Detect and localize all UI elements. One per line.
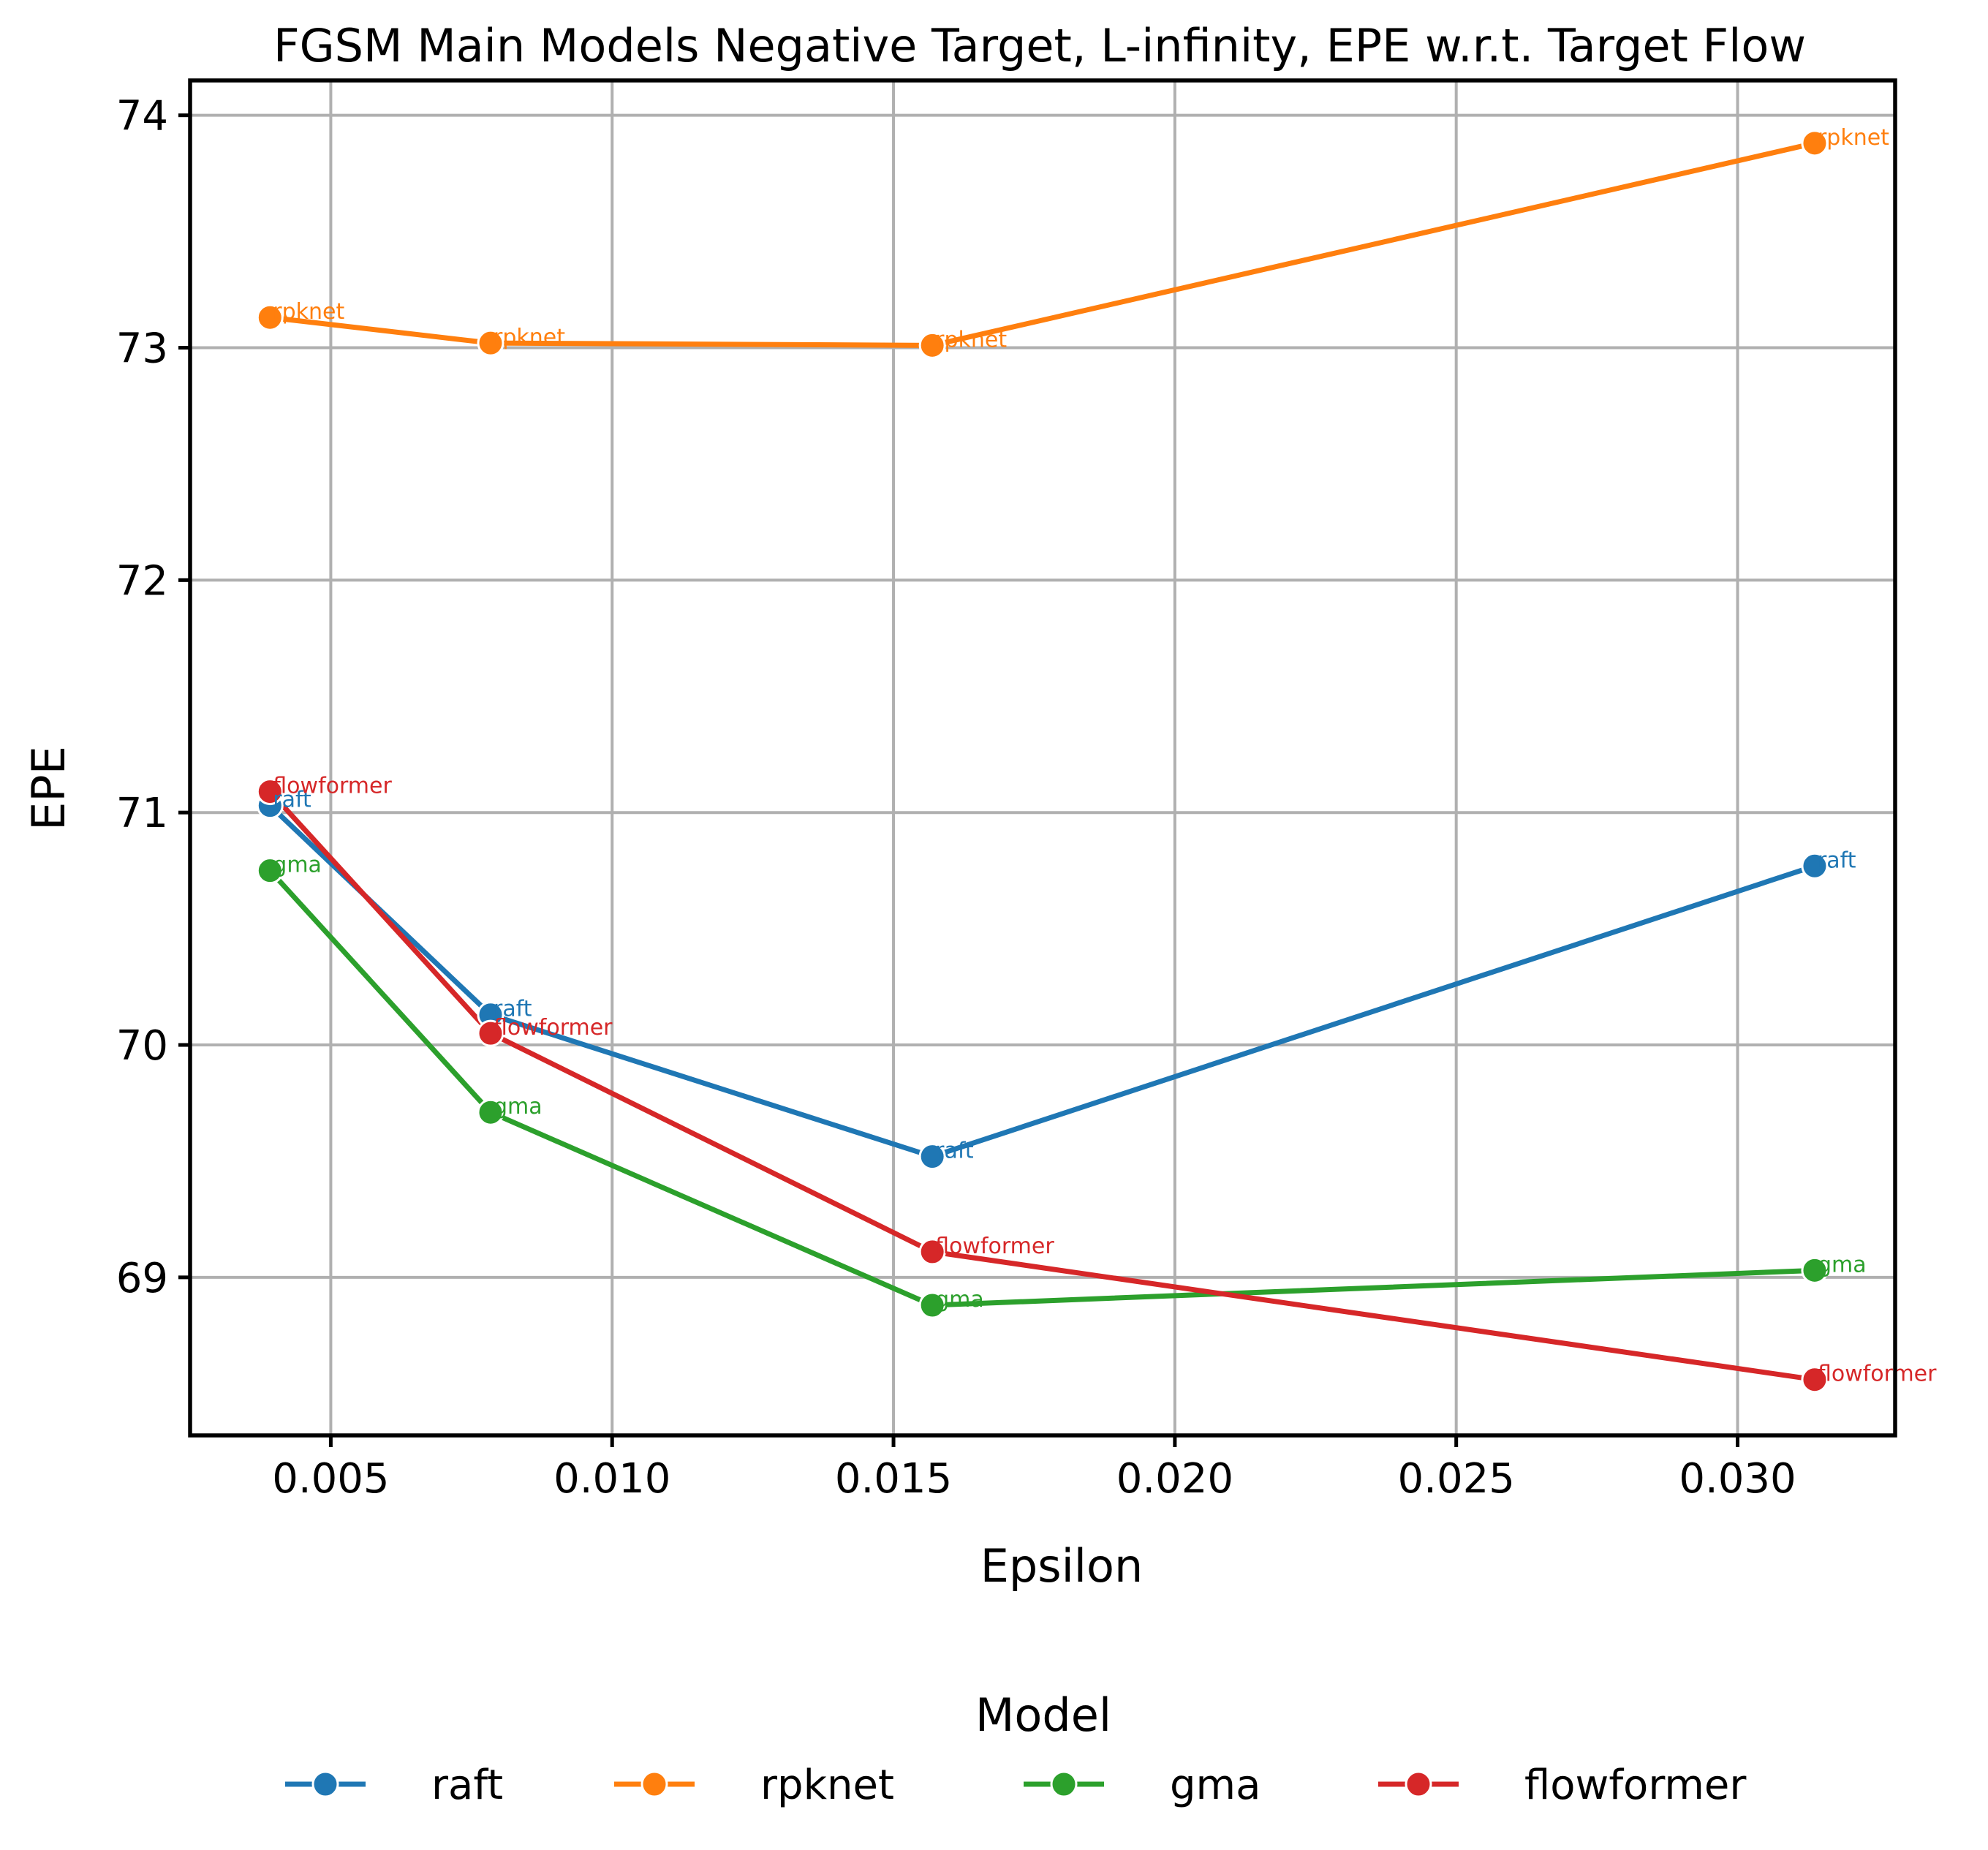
y-axis-label: EPE [22,746,75,831]
data-label-flowformer: flowformer [935,1234,1054,1259]
series-line-rpknet [267,140,1818,348]
data-label-rpknet: rpknet [273,299,344,325]
y-tick-label: 74 [116,93,168,140]
series-line-gma [267,868,1818,1308]
x-axis-label: Epsilon [980,1539,1144,1593]
data-point-raft [1801,852,1829,880]
data-label-flowformer: flowformer [1818,1362,1937,1387]
legend-items: raft rpknet gma flowformer [285,1762,1747,1809]
y-tick-label: 72 [116,557,168,605]
data-label-gma: gma [494,1094,543,1120]
legend-swatch-marker [1405,1770,1432,1798]
series-layer [256,129,1829,1394]
data-point-gma [477,1098,504,1126]
data-label-raft: raft [494,997,532,1022]
data-label-rpknet: rpknet [1818,125,1889,151]
data-label-gma: gma [1818,1252,1867,1277]
legend-label-gma: gma [1170,1762,1261,1809]
data-point-rpknet [918,331,946,359]
data-point-gma [256,857,284,885]
x-tick-label: 0.010 [553,1455,670,1503]
series-line-flowformer [267,789,1818,1383]
axis-ticks: 0.005 0.010 0.015 0.020 0.025 0.030 69 70 71 72 73… [116,93,1796,1503]
data-point-flowformer [918,1238,946,1266]
x-tick-label: 0.020 [1116,1455,1233,1503]
y-tick-label: 71 [116,790,168,837]
data-label-raft: raft [1818,847,1856,873]
x-tick-label: 0.030 [1679,1455,1796,1503]
legend-swatch-marker [640,1770,668,1798]
legend-swatch-marker [311,1770,339,1798]
x-tick-label: 0.015 [835,1455,952,1503]
legend-label-rpknet: rpknet [760,1762,894,1809]
x-tick-label: 0.005 [272,1455,389,1503]
data-label-rpknet: rpknet [935,327,1007,352]
data-point-rpknet [256,303,284,331]
data-point-raft [918,1143,946,1171]
data-label-rpknet: rpknet [494,325,565,350]
data-point-gma [1801,1256,1829,1284]
legend-swatch-marker [1050,1770,1078,1798]
data-point-gma [918,1291,946,1319]
data-point-flowformer [256,778,284,806]
x-tick-label: 0.025 [1398,1455,1515,1503]
data-point-rpknet [477,329,504,357]
data-label-flowformer: flowformer [494,1015,613,1041]
plot-frame [188,78,1897,1438]
chart-title: FGSM Main Models Negative Target, L-infi… [273,19,1806,72]
point-labels: raft raft raft raft rpknet rpknet rpknet rpknet… [273,125,1937,1387]
y-tick-label: 70 [116,1022,168,1070]
data-label-gma: gma [935,1287,984,1313]
data-point-flowformer [1801,1366,1829,1394]
data-label-gma: gma [273,853,322,878]
data-label-flowformer: flowformer [273,774,392,799]
data-label-raft: raft [273,788,311,813]
legend: Model raft rpknet gma flowformer [285,1688,1747,1809]
data-point-rpknet [1801,129,1829,157]
legend-title: Model [975,1688,1111,1742]
y-tick-label: 73 [116,325,168,373]
data-label-raft: raft [935,1139,974,1164]
data-point-flowformer [477,1019,504,1047]
legend-label-raft: raft [431,1762,503,1809]
y-tick-label: 69 [116,1255,168,1302]
gridlines [190,80,1895,1435]
legend-label-flowformer: flowformer [1524,1762,1747,1809]
